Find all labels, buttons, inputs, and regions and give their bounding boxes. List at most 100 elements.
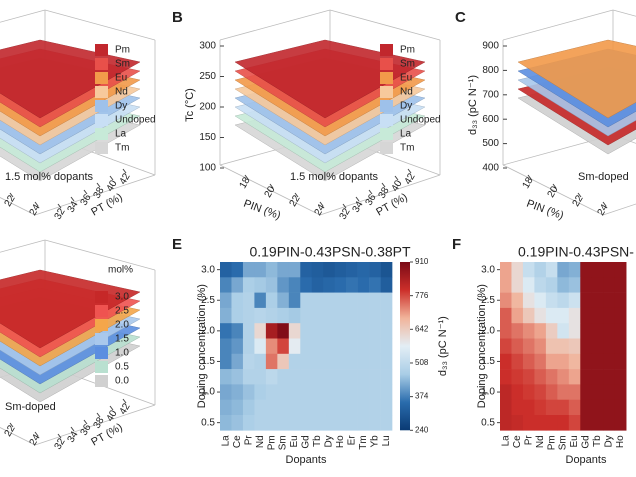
legend-label: 2.5 xyxy=(115,306,129,317)
y-tick xyxy=(122,168,127,174)
legend-swatch xyxy=(95,44,108,56)
heat-cell xyxy=(323,323,335,339)
y-tick-label: 34 xyxy=(66,429,81,445)
heat-cell xyxy=(277,277,290,293)
heat-cell xyxy=(522,262,535,278)
heat-cell xyxy=(534,399,547,416)
colorbar-tick-label: 240 xyxy=(415,425,429,434)
heat-cell xyxy=(614,262,627,278)
heat-cell xyxy=(557,415,570,431)
legend-swatch xyxy=(380,86,393,98)
heat-cell xyxy=(231,338,244,355)
heat-cell xyxy=(534,415,547,431)
heat-cell xyxy=(534,369,547,385)
x-tick xyxy=(602,201,607,207)
heat-cell xyxy=(603,323,615,339)
y-tick-label: 38 xyxy=(92,415,107,431)
heat-cell xyxy=(614,384,627,400)
legend-swatch xyxy=(380,44,393,56)
heat-cell xyxy=(511,277,524,293)
heat-cell xyxy=(242,399,255,416)
heat-cell xyxy=(323,399,335,416)
heat-cell xyxy=(580,277,593,293)
heat-cell xyxy=(511,323,524,339)
legend-label: 3.0 xyxy=(115,292,129,303)
y-tick xyxy=(70,196,75,202)
heat-cell xyxy=(580,262,593,278)
heat-cell xyxy=(580,369,593,385)
y-tick-label: 40 xyxy=(105,408,120,424)
heat-cell xyxy=(311,323,324,339)
y-tick-label: 2.5 xyxy=(481,295,495,306)
heat-cell xyxy=(380,307,393,324)
heat-cell xyxy=(534,292,547,309)
x-tick-label: Ce xyxy=(512,435,523,448)
heat-cell xyxy=(231,399,244,416)
heat-cell xyxy=(380,369,393,385)
heat-cell xyxy=(277,338,290,355)
heat-cell xyxy=(603,307,615,324)
x-axis-label: Dopants xyxy=(286,454,327,466)
heat-cell xyxy=(346,277,358,293)
heat-cell xyxy=(277,323,290,339)
heat-cell xyxy=(323,307,335,324)
x-tick xyxy=(269,183,274,189)
heat-cell xyxy=(277,262,290,278)
heat-cell xyxy=(545,292,558,309)
heat-cell xyxy=(288,323,301,339)
legend-label: Dy xyxy=(400,101,412,112)
heat-cell xyxy=(231,415,244,431)
x-tick-label: 24 xyxy=(28,432,43,448)
y-tick xyxy=(355,196,360,202)
heat-cell xyxy=(511,369,524,385)
legend-label: Undoped xyxy=(400,115,441,126)
legend-swatch xyxy=(95,58,108,70)
heat-cell xyxy=(231,323,244,339)
heat-cell xyxy=(254,353,267,370)
heat-cell xyxy=(334,338,347,355)
x-tick-label: Nd xyxy=(535,435,546,448)
heat-cell xyxy=(277,369,290,385)
legend-label: Pm xyxy=(400,45,415,56)
y-tick xyxy=(342,203,347,209)
heat-cell xyxy=(288,262,301,278)
x-tick-label: Ce xyxy=(232,435,243,448)
heat-cell xyxy=(265,277,278,293)
y-tick xyxy=(83,419,88,425)
heat-cell xyxy=(557,369,570,385)
heat-cell xyxy=(591,277,604,293)
annotation: 1.5 mol% dopants xyxy=(5,171,94,183)
heat-cell xyxy=(511,262,524,278)
heat-cell xyxy=(369,323,381,339)
x-tick-label: Tb xyxy=(592,435,603,447)
heat-cell xyxy=(545,277,558,293)
heat-cell xyxy=(591,292,604,309)
heat-cell xyxy=(591,262,604,278)
heat-cell xyxy=(231,353,244,370)
panel-label: F xyxy=(452,236,461,253)
y-tick-label: 1.0 xyxy=(201,387,215,398)
x-tick-label: Dy xyxy=(604,435,615,447)
z-axis-label: Tc (°C) xyxy=(184,88,196,122)
y-tick xyxy=(57,203,62,209)
legend-label: Sm xyxy=(400,59,415,70)
heat-cell xyxy=(323,353,335,370)
legend-label: La xyxy=(400,129,412,140)
heat-cell xyxy=(522,323,535,339)
heat-cell xyxy=(511,353,524,370)
y-tick xyxy=(381,182,386,188)
heat-cell xyxy=(614,323,627,339)
heat-cell xyxy=(614,292,627,309)
x-tick-label: Dy xyxy=(324,435,335,447)
z-tick-label: 400 xyxy=(482,163,499,174)
heat-cell xyxy=(380,399,393,416)
heat-cell xyxy=(568,384,581,400)
heat-cell xyxy=(288,307,301,324)
heat-cell xyxy=(500,399,512,416)
heat-cell xyxy=(265,399,278,416)
x-tick-label: Tb xyxy=(312,435,323,447)
heat-cell xyxy=(591,353,604,370)
heat-cell xyxy=(220,353,232,370)
heat-cell xyxy=(242,323,255,339)
y-tick-label: 1.0 xyxy=(481,387,495,398)
